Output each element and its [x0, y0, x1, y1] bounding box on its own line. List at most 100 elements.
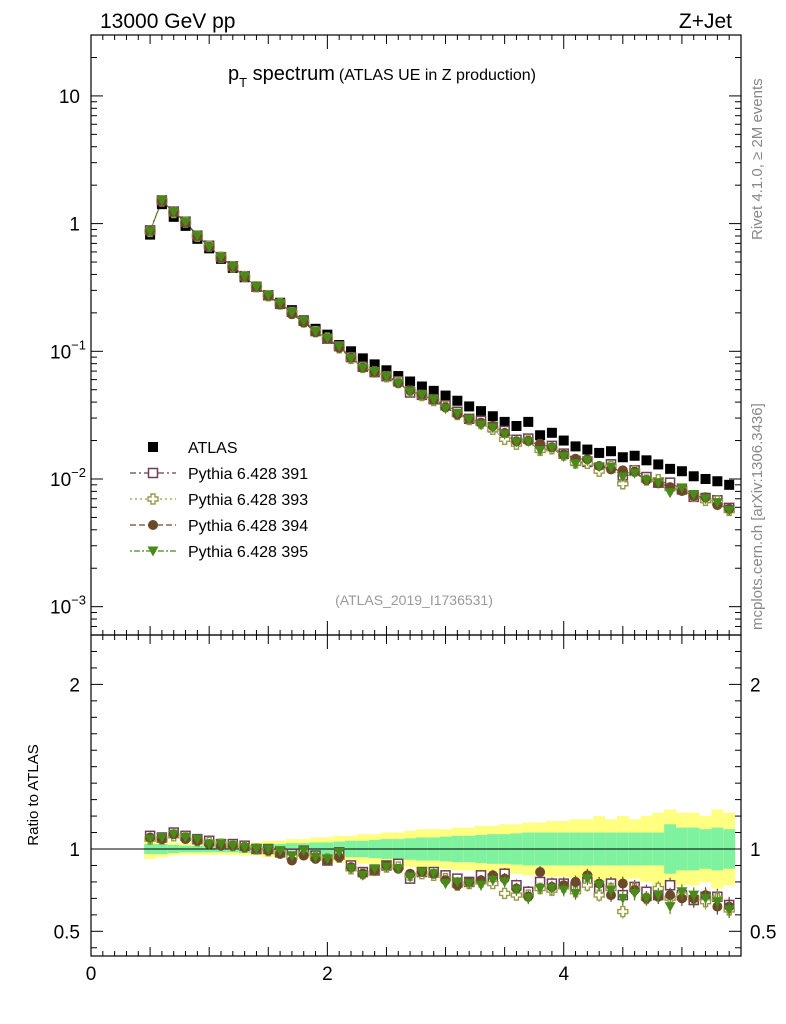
ratio-point-p395 [262, 844, 274, 855]
ratio-point-p395 [333, 847, 345, 858]
atlas-point [511, 420, 522, 431]
ratio-point-p395 [321, 854, 333, 865]
ratio-point-p395 [357, 870, 369, 881]
mc-point-p395 [239, 272, 251, 283]
legend-label-p393: Pythia 6.428 393 [188, 492, 308, 509]
mc-point-p395 [227, 262, 239, 273]
atlas-point [700, 473, 711, 484]
ratio-point-p395 [144, 834, 156, 845]
mc-point-p395 [617, 472, 629, 483]
ratio-point-p395 [487, 875, 499, 886]
ratio-point-p395 [416, 867, 428, 878]
legend-label-atlas: ATLAS [188, 440, 238, 457]
y-tick-label-main: 10−2 [50, 465, 86, 491]
ratio-point-p395 [475, 880, 487, 891]
ratio-point-p395 [451, 877, 463, 888]
ratio-point-p395 [310, 852, 322, 863]
atlas-point [665, 463, 676, 474]
mc-point-p395 [345, 353, 357, 364]
atlas-point [487, 411, 498, 422]
atlas-point [405, 376, 416, 387]
ratio-panel-frame [90, 634, 742, 957]
ratio-point-p394 [665, 890, 676, 901]
atlas-point [558, 435, 569, 446]
y-tick-label-main: 10−3 [50, 593, 86, 619]
mc-point-p395 [676, 483, 688, 494]
legend-label-p395: Pythia 6.428 395 [188, 544, 308, 561]
chart-title: pT spectrum (ATLAS UE in Z production) [228, 63, 536, 90]
legend-marker-p393 [147, 493, 159, 505]
x-tick-label: 4 [558, 964, 569, 985]
y-tick-label-main: 1 [69, 215, 80, 236]
mc-point-p395 [357, 363, 369, 374]
y-tick-label-main: 10 [59, 87, 80, 108]
mc-point-p395 [700, 494, 712, 505]
ratio-point-p395 [369, 864, 381, 875]
ratio-point-p395 [463, 879, 475, 890]
ratio-point-p395 [711, 897, 723, 908]
atlas-point [452, 395, 463, 406]
mc-point-p395 [298, 316, 310, 327]
atlas-point [499, 416, 510, 427]
mc-point-p393 [617, 478, 629, 490]
legend-marker-p394 [148, 520, 158, 530]
mc-point-p395 [652, 478, 664, 489]
ratio-point-p395 [203, 839, 215, 850]
mc-point-p395 [369, 366, 381, 377]
rivet-label: Rivet 4.1.0, ≥ 2M events [749, 78, 766, 240]
mc-point-p395 [581, 456, 593, 467]
legend-label-p394: Pythia 6.428 394 [188, 518, 308, 535]
ratio-point-p395 [688, 890, 700, 901]
atlas-point [676, 466, 687, 477]
y-tick-label-ratio: 0.5 [54, 922, 80, 943]
atlas-point [535, 430, 546, 441]
ratio-point-p395 [570, 888, 582, 899]
header-left: 13000 GeV pp [100, 10, 235, 33]
ratio-point-p395 [428, 869, 440, 880]
mc-point-p395 [605, 462, 617, 473]
atlas-point [606, 446, 616, 457]
ratio-point-p393 [581, 879, 594, 891]
ratio-point-p395 [250, 844, 262, 855]
mc-point-p395 [723, 505, 735, 516]
ratio-point-p394 [617, 878, 628, 889]
atlas-point [688, 471, 699, 482]
atlas-point [369, 359, 380, 370]
y-tick-label-main: 10−1 [50, 337, 86, 363]
ratio-point-p395 [558, 885, 570, 896]
title-p: p [228, 63, 239, 85]
mc-point-p395 [380, 372, 392, 383]
ratio-point-p395 [652, 890, 664, 901]
ratio-point-p395 [522, 893, 534, 904]
mc-point-p395 [522, 437, 534, 448]
ratio-point-p395 [298, 846, 310, 857]
ratio-point-p395 [239, 842, 251, 853]
mc-point-p395 [203, 242, 215, 253]
atlas-point [416, 381, 427, 392]
atlas-point [346, 346, 356, 357]
mc-point-p395 [321, 333, 333, 344]
ratio-point-p395 [227, 841, 239, 852]
mc-point-p395 [286, 307, 298, 318]
mc-point-p395 [688, 489, 700, 500]
y-tick-label-ratio: 2 [69, 675, 80, 696]
ratio-point-p395 [156, 832, 168, 843]
mc-point-p395 [629, 468, 641, 479]
atlas-point [428, 385, 439, 396]
mc-point-p395 [404, 387, 416, 398]
mc-point-p395 [440, 404, 452, 415]
ratio-point-p393 [593, 889, 605, 901]
y-tick-label-ratio: 1 [69, 840, 80, 861]
legend-marker-p391 [147, 467, 159, 479]
y-tick-label-ratio-right: 2 [750, 675, 761, 696]
atlas-point [476, 406, 486, 417]
ratio-point-p395 [286, 851, 298, 862]
mc-point-p395 [487, 423, 499, 434]
atlas-point [582, 444, 593, 455]
ratio-point-p395 [510, 885, 522, 896]
mc-point-p395 [558, 452, 570, 463]
ratio-point-p395 [274, 846, 286, 857]
mc-point-p395 [570, 459, 582, 470]
mc-point-p395 [640, 475, 652, 486]
